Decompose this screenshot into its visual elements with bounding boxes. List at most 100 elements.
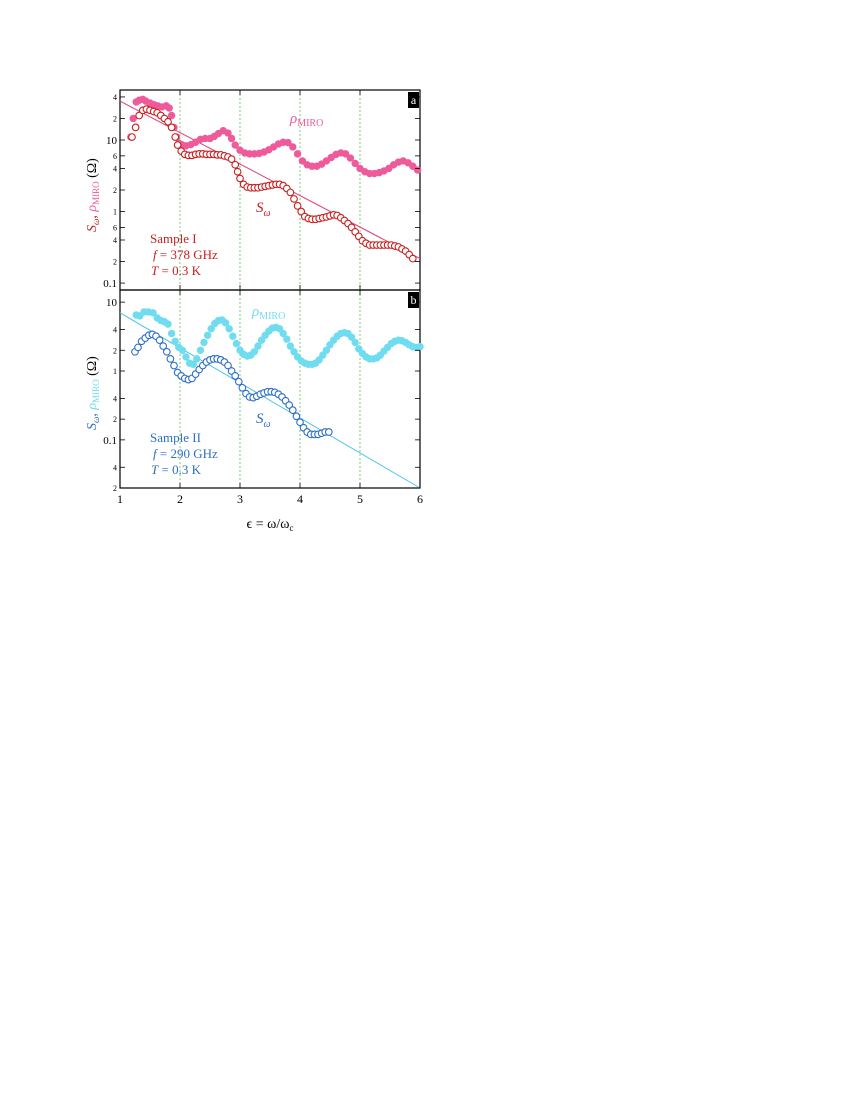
rho-point	[290, 348, 298, 356]
s-point	[297, 207, 306, 216]
s-point	[293, 202, 302, 210]
rho-point	[229, 332, 237, 340]
y-tick-label: 2	[113, 258, 117, 267]
rho-point	[227, 134, 236, 143]
rho-point	[182, 353, 190, 361]
fit-line	[119, 312, 421, 489]
y-tick-label: 4	[113, 463, 117, 472]
s-point	[285, 401, 294, 409]
rho-point	[416, 343, 424, 351]
s-point	[236, 174, 244, 183]
s-point	[238, 383, 247, 392]
rho-point	[178, 346, 187, 354]
y-tick-label: 1	[113, 367, 117, 376]
s-point	[155, 336, 164, 345]
rho-point	[322, 346, 331, 354]
s-point	[128, 133, 136, 141]
panel-a-gridlines	[179, 90, 361, 290]
y-tick-label: 2	[113, 114, 117, 123]
rho-point	[232, 339, 241, 348]
s-point	[290, 195, 298, 203]
s-point	[408, 254, 417, 263]
rho-point	[189, 360, 197, 369]
rho-point	[231, 141, 239, 149]
y-tick-label: 4	[113, 394, 117, 403]
s-point	[324, 428, 333, 436]
x-axis-label: ϵ = ω/ωc	[247, 517, 294, 533]
rho-point	[289, 143, 297, 151]
panel-a-s-series	[128, 105, 417, 263]
y-tick-label: 10	[106, 135, 118, 147]
panel-a: 0.1 2 4 6 1 2 4 6 10 2 4 a ρMIRO Sω Sample I f = 3…	[85, 89, 422, 291]
x-tick-label: 4	[297, 492, 303, 506]
s-point	[292, 412, 301, 421]
y-tick-label: 0.1	[103, 435, 117, 447]
x-tick-label: 6	[417, 492, 423, 506]
rho-point	[257, 336, 266, 344]
panel-b-gridlines	[179, 290, 361, 488]
rho-point	[284, 138, 292, 147]
y-tick-label: 2	[113, 415, 117, 424]
panel-b-fit-line	[119, 312, 421, 489]
rho-point	[225, 325, 233, 333]
y-tick-label: 6	[113, 223, 117, 232]
y-tick-label: 10	[106, 297, 118, 309]
s-point	[224, 361, 232, 370]
s-point	[171, 133, 180, 141]
y-tick-label: 0.1	[103, 278, 117, 290]
panel-b-frame	[119, 289, 421, 489]
y-tick-label: 4	[113, 236, 117, 245]
rho-point	[167, 329, 176, 338]
rho-point	[293, 150, 302, 158]
s-point	[164, 117, 172, 126]
s-point	[131, 123, 140, 132]
rho-point	[165, 104, 173, 112]
rho-point	[341, 150, 350, 158]
rho-point	[171, 337, 179, 345]
rho-point	[207, 325, 215, 333]
s-point	[227, 155, 236, 163]
s-point	[234, 377, 243, 386]
rho-point	[196, 346, 205, 354]
panel-b-label: b	[411, 293, 417, 307]
rho-point	[351, 338, 359, 347]
s-point	[167, 123, 176, 132]
rho-point	[164, 320, 172, 328]
rho-point	[254, 342, 262, 350]
panel-a-sample: Sample I	[150, 231, 197, 246]
panel-a-ylabel: Sω, ρMIRO (Ω)	[85, 158, 101, 232]
panel-b-ylabel: Sω, ρMIRO (Ω)	[85, 356, 101, 430]
rho-point	[286, 342, 295, 350]
s-point	[134, 343, 142, 352]
rho-point	[129, 114, 137, 123]
rho-point	[167, 111, 176, 120]
panel-a-temperature: T = 0.3 K	[151, 263, 202, 278]
rho-point	[409, 162, 417, 170]
panel-b-sample: Sample II	[150, 430, 201, 445]
panel-b-rho-label: ρMIRO	[251, 304, 285, 322]
x-tick-label: 1	[117, 492, 123, 506]
rho-point	[203, 331, 212, 339]
panel-a-s-label: Sω	[256, 200, 271, 219]
rho-point	[413, 166, 422, 174]
y-tick-label: 2	[113, 346, 117, 355]
panel-a-label-box	[408, 92, 419, 108]
rho-point	[346, 154, 355, 162]
y-tick-label: 4	[113, 93, 117, 102]
x-tick-label: 2	[177, 492, 183, 506]
x-tick-label: 3	[237, 492, 243, 506]
s-point	[286, 188, 295, 197]
rho-point	[347, 333, 356, 341]
panel-a-rho-label: ρMIRO	[289, 111, 323, 129]
rho-point	[193, 355, 201, 363]
s-point	[233, 167, 242, 176]
y-tick-label: 4	[113, 164, 117, 173]
y-tick-label: 1	[113, 208, 117, 217]
s-point	[170, 361, 178, 370]
rho-point	[279, 329, 287, 338]
s-point	[162, 347, 171, 356]
rho-point	[221, 319, 230, 327]
rho-point	[250, 348, 259, 356]
